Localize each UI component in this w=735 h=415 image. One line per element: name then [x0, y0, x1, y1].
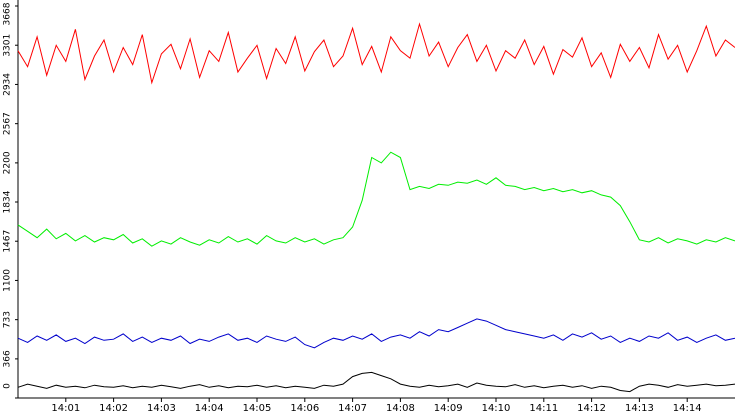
- x-tick-label: 14:01: [51, 403, 80, 414]
- series-line: [17, 22, 735, 85]
- y-tick-label: 1467: [3, 230, 13, 253]
- y-tick-label: 366: [3, 350, 13, 367]
- y-tick-label: 733: [3, 311, 13, 328]
- x-tick-label: 14:03: [147, 403, 176, 414]
- y-tick-label: 3301: [3, 34, 13, 57]
- y-tick-label: 2934: [3, 73, 13, 96]
- x-tick-label: 14:04: [195, 403, 224, 414]
- x-tick-label: 14:06: [290, 403, 319, 414]
- y-tick-label: 2567: [3, 112, 13, 135]
- y-tick-label: 2200: [3, 151, 13, 174]
- x-tick-label: 14:08: [386, 403, 415, 414]
- series-line: [17, 371, 735, 393]
- x-tick-label: 14:02: [99, 403, 128, 414]
- y-tick-label: 1834: [3, 190, 13, 213]
- y-tick-label: 1100: [3, 269, 13, 292]
- y-tick-label: 3668: [3, 2, 13, 25]
- x-tick-label: 14:05: [243, 403, 272, 414]
- y-tick-label: 0: [3, 383, 13, 389]
- series-line: [17, 318, 735, 349]
- x-tick-label: 14:12: [577, 403, 606, 414]
- series-line: [17, 151, 735, 247]
- x-tick-label: 14:13: [625, 403, 654, 414]
- x-tick-label: 14:07: [338, 403, 367, 414]
- x-tick-label: 14:10: [482, 403, 511, 414]
- x-tick-label: 14:14: [673, 403, 702, 414]
- x-tick-label: 14:11: [529, 403, 558, 414]
- x-tick-label: 14:09: [434, 403, 463, 414]
